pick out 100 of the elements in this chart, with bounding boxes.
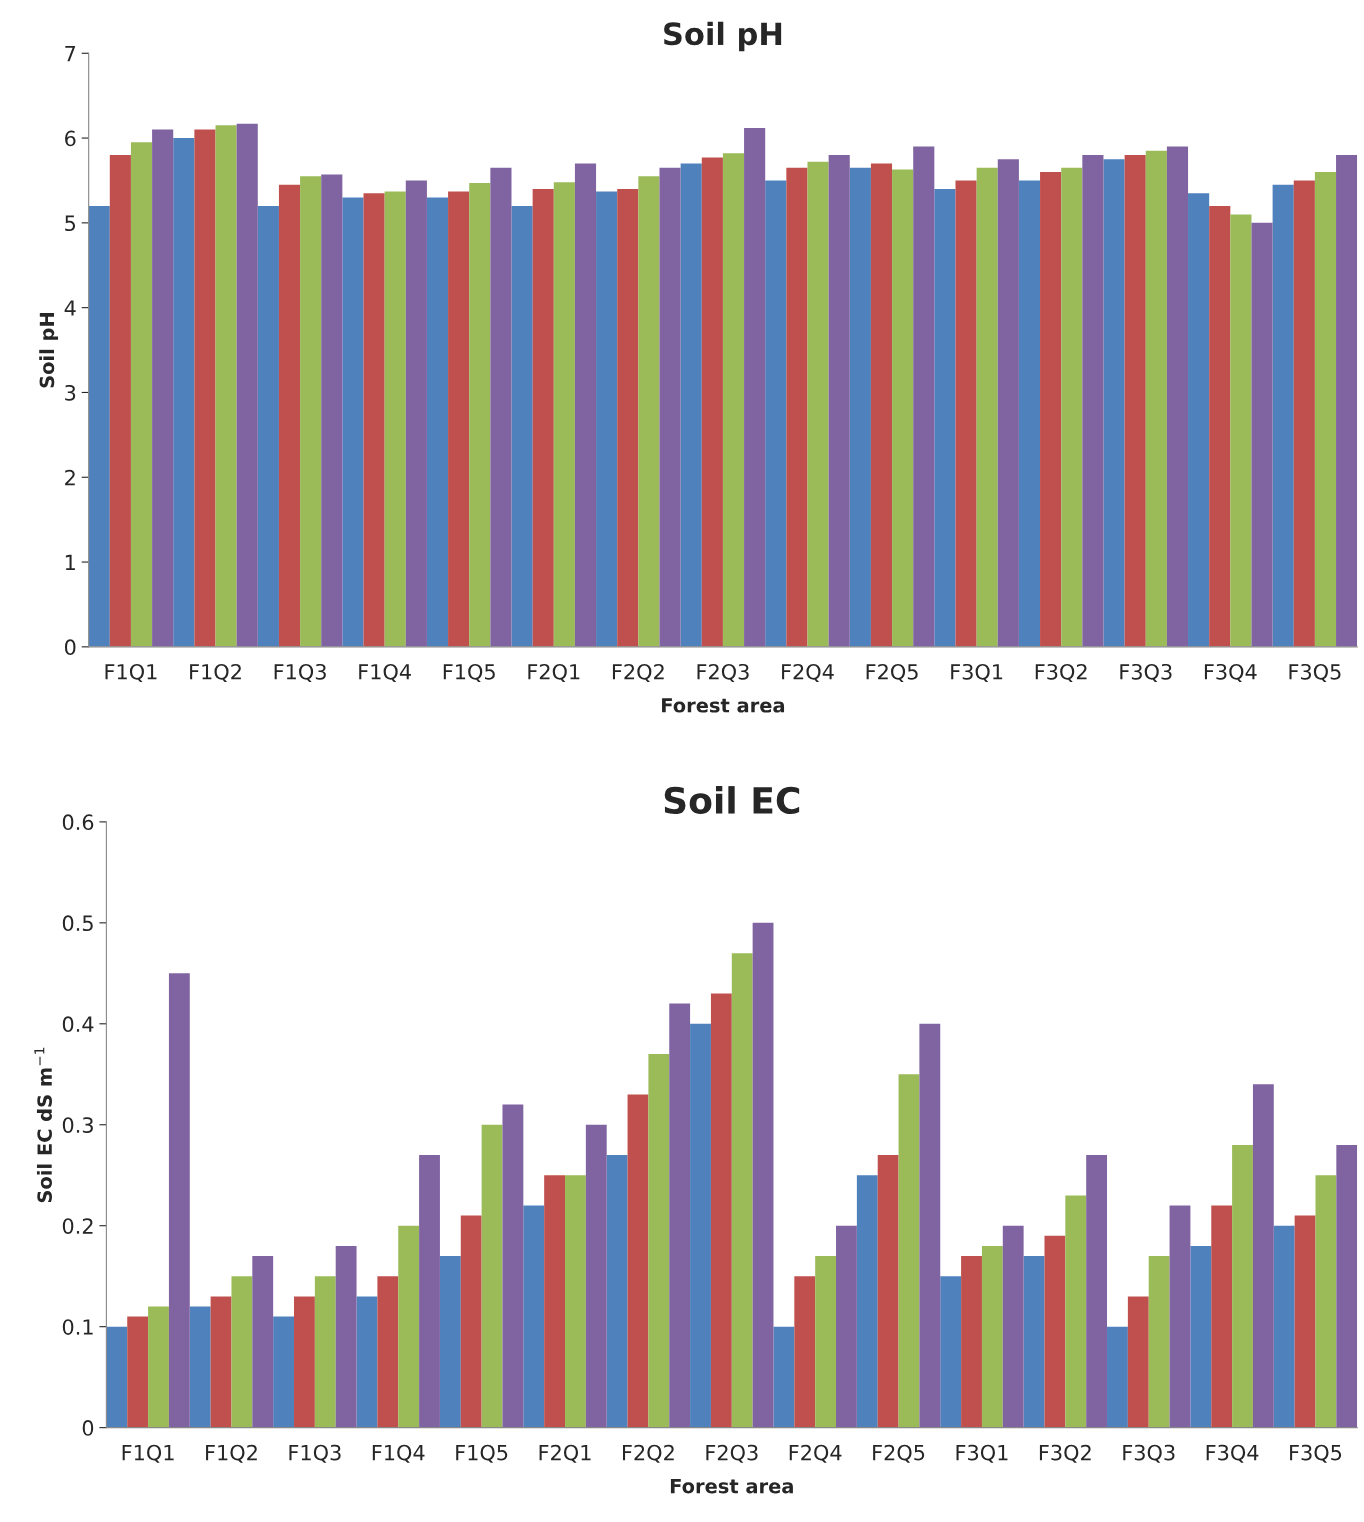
bar <box>1211 1205 1233 1428</box>
bar <box>997 159 1019 647</box>
bar <box>294 1296 315 1428</box>
bar <box>426 197 449 647</box>
y-tick-label: 0.3 <box>62 1117 93 1133</box>
bar <box>1188 193 1210 647</box>
y-tick-label: 0.2 <box>62 1218 93 1234</box>
bar <box>127 1316 149 1428</box>
bar <box>1294 1215 1316 1428</box>
bar <box>236 123 258 647</box>
x-tick-label: F2Q1 <box>528 663 580 683</box>
bar <box>398 1225 420 1428</box>
bar <box>314 1276 336 1428</box>
bar <box>1314 171 1337 647</box>
bar <box>940 1276 962 1428</box>
x-tick-label: F3Q4 <box>1206 1444 1259 1463</box>
bar <box>701 157 723 647</box>
bar <box>617 188 639 647</box>
x-tick-label: F3Q2 <box>1039 1444 1091 1463</box>
bar <box>384 191 406 647</box>
x-tick-label: F1Q1 <box>122 1444 174 1463</box>
x-tick-label: F2Q3 <box>697 663 749 683</box>
y-tick-label: 2 <box>65 469 75 486</box>
bar <box>877 1155 899 1428</box>
x-tick-label: F1Q2 <box>190 663 241 683</box>
bar <box>523 1205 545 1428</box>
bar <box>828 155 850 647</box>
x-tick-label: F3Q3 <box>1120 663 1172 683</box>
x-tick-label: F2Q2 <box>612 663 664 683</box>
x-tick-label: F3Q5 <box>1290 1444 1342 1463</box>
bar <box>596 191 618 647</box>
x-tick-label: F3Q3 <box>1123 1444 1175 1463</box>
bar <box>1166 146 1189 647</box>
x-tick-label: F3Q1 <box>956 1444 1008 1463</box>
bar <box>1336 1144 1358 1428</box>
y-tick-label: 0.5 <box>62 915 93 932</box>
bar <box>419 1155 440 1428</box>
bar <box>870 163 893 647</box>
bar <box>659 167 681 647</box>
bar <box>194 129 216 647</box>
bar <box>722 153 745 647</box>
bar <box>210 1296 232 1428</box>
bar <box>1145 150 1167 647</box>
bar <box>1061 167 1083 647</box>
x-tick-label: F1Q3 <box>274 663 326 683</box>
bar <box>919 1023 941 1428</box>
bar <box>1065 1195 1087 1428</box>
bar <box>1044 1235 1066 1428</box>
bar <box>511 205 533 647</box>
x-axis-title: Forest area <box>670 1478 793 1494</box>
x-tick-label: F1Q3 <box>289 1444 341 1463</box>
bar <box>109 155 131 647</box>
bar <box>1169 1205 1191 1428</box>
bar <box>934 188 956 647</box>
bar <box>773 1326 795 1428</box>
x-tick-label: F3Q1 <box>951 663 1003 683</box>
x-tick-label: F1Q2 <box>206 1444 257 1463</box>
bar <box>898 1074 920 1428</box>
bar <box>1252 1084 1274 1428</box>
bar <box>585 1124 607 1428</box>
bar <box>377 1276 399 1428</box>
bar <box>460 1215 482 1428</box>
bar <box>731 953 753 1428</box>
y-tick-label: 7 <box>65 46 76 62</box>
bar <box>807 161 829 647</box>
bar <box>189 1306 211 1428</box>
bar <box>710 993 732 1428</box>
bar <box>502 1104 524 1428</box>
y-tick-label: 1 <box>65 554 75 570</box>
y-tick-label: 0.4 <box>62 1016 94 1033</box>
bar <box>168 973 190 1428</box>
bar <box>1230 214 1252 647</box>
bar <box>490 167 512 647</box>
bar <box>961 1256 982 1428</box>
bar <box>648 1054 670 1428</box>
bar <box>680 163 702 647</box>
x-tick-label: F1Q5 <box>456 1444 508 1463</box>
x-tick-label: F2Q5 <box>873 1444 925 1463</box>
bar <box>1040 171 1062 647</box>
bar <box>106 1326 128 1428</box>
bar <box>744 127 766 647</box>
bar <box>976 167 998 647</box>
bar <box>786 167 808 647</box>
bar <box>794 1276 816 1428</box>
bar <box>1148 1256 1170 1428</box>
x-tick-label: F3Q5 <box>1289 663 1341 683</box>
bar <box>574 163 597 647</box>
x-axis-title: Forest area <box>662 698 785 713</box>
x-tick-label: F2Q1 <box>539 1444 591 1463</box>
x-tick-label: F1Q1 <box>105 663 157 683</box>
bar <box>1273 1225 1295 1428</box>
bar <box>981 1245 1003 1428</box>
y-tick-label: 6 <box>65 130 76 147</box>
bar <box>88 205 110 647</box>
bar <box>856 1175 878 1428</box>
bar <box>481 1124 503 1428</box>
bar <box>1018 180 1041 647</box>
bar <box>849 167 871 647</box>
x-tick-label: F1Q5 <box>443 663 495 683</box>
bar <box>752 922 774 1428</box>
